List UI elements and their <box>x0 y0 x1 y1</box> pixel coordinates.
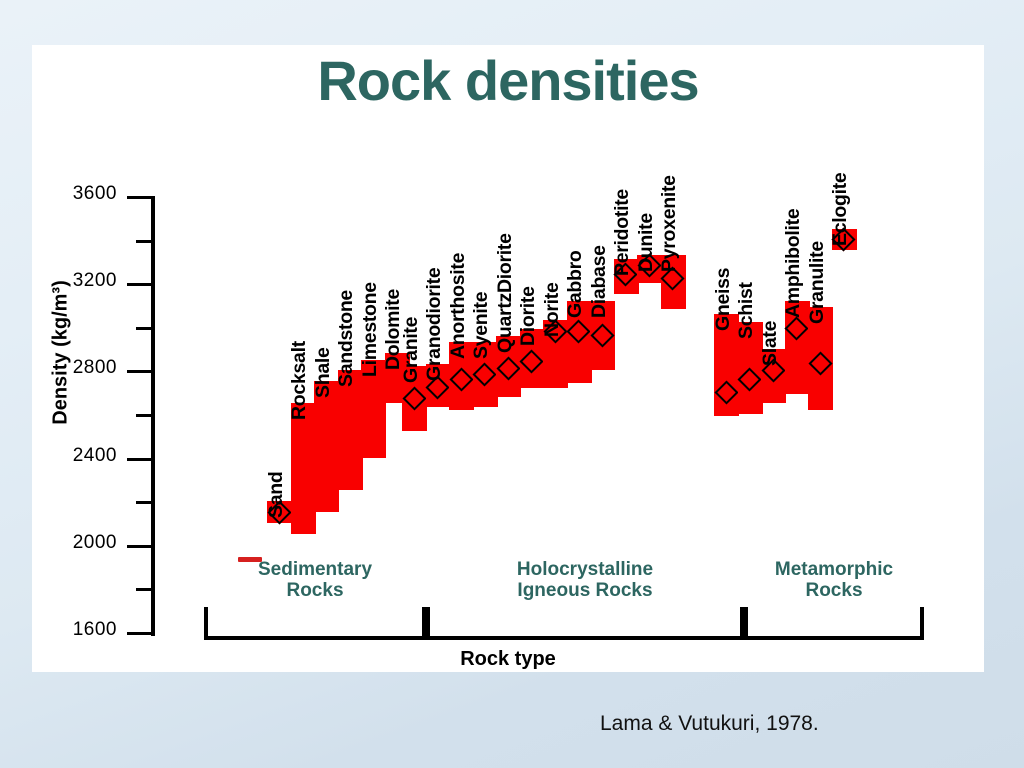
y-axis-tick-label: 3200 <box>72 270 117 292</box>
rock-name-label: Rocksalt <box>288 341 310 421</box>
y-axis-tick-label: 1600 <box>72 619 117 640</box>
citation-text: Lama & Vutukuri, 1978. <box>600 712 819 735</box>
y-axis-major-tick <box>127 544 153 548</box>
rock-name-label: QuartzDiorite <box>493 232 516 353</box>
group-bracket-left-tick <box>744 607 748 640</box>
group-label-line1: Sedimentary <box>257 559 373 580</box>
rock-name-label: Shale <box>311 347 334 399</box>
rock-name-label: Limestone <box>358 281 381 377</box>
group-label-line2: Rocks <box>286 580 344 602</box>
group-label-line2: Igneous Rocks <box>517 580 653 602</box>
y-axis-minor-tick <box>136 326 153 330</box>
group-bracket-right-tick <box>422 607 426 640</box>
rock-name-label: Dunite <box>634 212 657 272</box>
group-bracket-line <box>744 636 924 640</box>
y-axis-title: Density (kg/m³) <box>49 280 72 425</box>
y-axis-tick-label: 2000 <box>72 531 117 553</box>
rock-name-label: Amphibolite <box>782 208 804 318</box>
rock-name-label: Schist <box>735 282 757 340</box>
rock-name-label: Granulite <box>805 241 828 325</box>
rock-name-label: Gabbro <box>564 250 586 318</box>
group-label: Metamorphic Rocks <box>744 559 924 602</box>
rock-name-label: Eclogite <box>829 172 851 246</box>
density-range-bar <box>361 359 386 458</box>
y-axis-minor-tick <box>136 501 153 505</box>
y-axis-major-tick <box>127 457 153 461</box>
group-bracket <box>426 607 744 640</box>
group-bracket-left-tick <box>426 607 430 640</box>
group-bracket-left-tick <box>204 607 208 640</box>
y-axis-major-tick <box>127 196 153 199</box>
density-range-bar <box>784 300 810 395</box>
page-title: Rock densities <box>317 49 699 112</box>
rock-name-label: Gneiss <box>711 267 734 331</box>
rock-name-label: Peridotite <box>611 189 633 277</box>
density-range-bar <box>290 403 316 534</box>
rock-name-label: Pyroxenite <box>658 175 680 272</box>
group-label-line1: Metamorphic <box>774 559 894 580</box>
y-axis-tick-label: 3600 <box>72 183 117 204</box>
group-label-line1: Holocrystalline <box>516 559 654 580</box>
y-axis-major-tick <box>127 632 153 635</box>
group-bracket-right-tick <box>920 607 924 640</box>
group-bracket <box>204 607 426 640</box>
y-axis-minor-tick <box>136 414 153 417</box>
group-bracket-line <box>426 636 744 640</box>
group-bracket-line <box>204 636 426 640</box>
rock-name-label: Granite <box>399 316 422 384</box>
rock-name-label: Syenite <box>470 291 492 360</box>
rock-name-label: Diorite <box>517 286 539 346</box>
y-axis-major-tick <box>127 283 153 287</box>
group-bracket <box>744 607 924 640</box>
chart-plot-area: 3600 3200 2800 2400 2000 1600 Density (kg/m³) S… <box>32 45 984 672</box>
y-axis-line <box>151 196 155 636</box>
rock-name-label: Granodiorite <box>423 267 445 381</box>
y-axis-tick-label: 2800 <box>72 357 117 379</box>
rock-name-label: Sandstone <box>335 290 357 388</box>
group-bracket-right-tick <box>740 607 744 640</box>
group-label-line2: Rocks <box>805 580 863 602</box>
x-axis-title: Rock type <box>460 648 556 670</box>
rock-name-label: Slate <box>758 320 781 366</box>
y-axis-major-tick <box>127 370 153 374</box>
density-range-bar <box>337 370 363 491</box>
rock-name-label: Diabase <box>587 244 610 318</box>
y-axis-minor-tick <box>136 588 153 592</box>
legend-dash-marker <box>238 557 262 562</box>
rock-name-label: Anorthosite <box>446 252 469 360</box>
group-label: Sedimentary Rocks <box>204 559 426 602</box>
rock-name-label: Norite <box>540 282 563 338</box>
y-axis-tick-label: 2400 <box>72 444 117 466</box>
group-label: Holocrystalline Igneous Rocks <box>426 559 744 602</box>
rock-name-label: Sand <box>264 471 287 519</box>
slide-panel: Rock densities 3600 3200 2800 2400 2000 1600 D… <box>32 45 984 672</box>
y-axis-minor-tick <box>136 239 153 243</box>
density-range-bar <box>314 381 339 513</box>
